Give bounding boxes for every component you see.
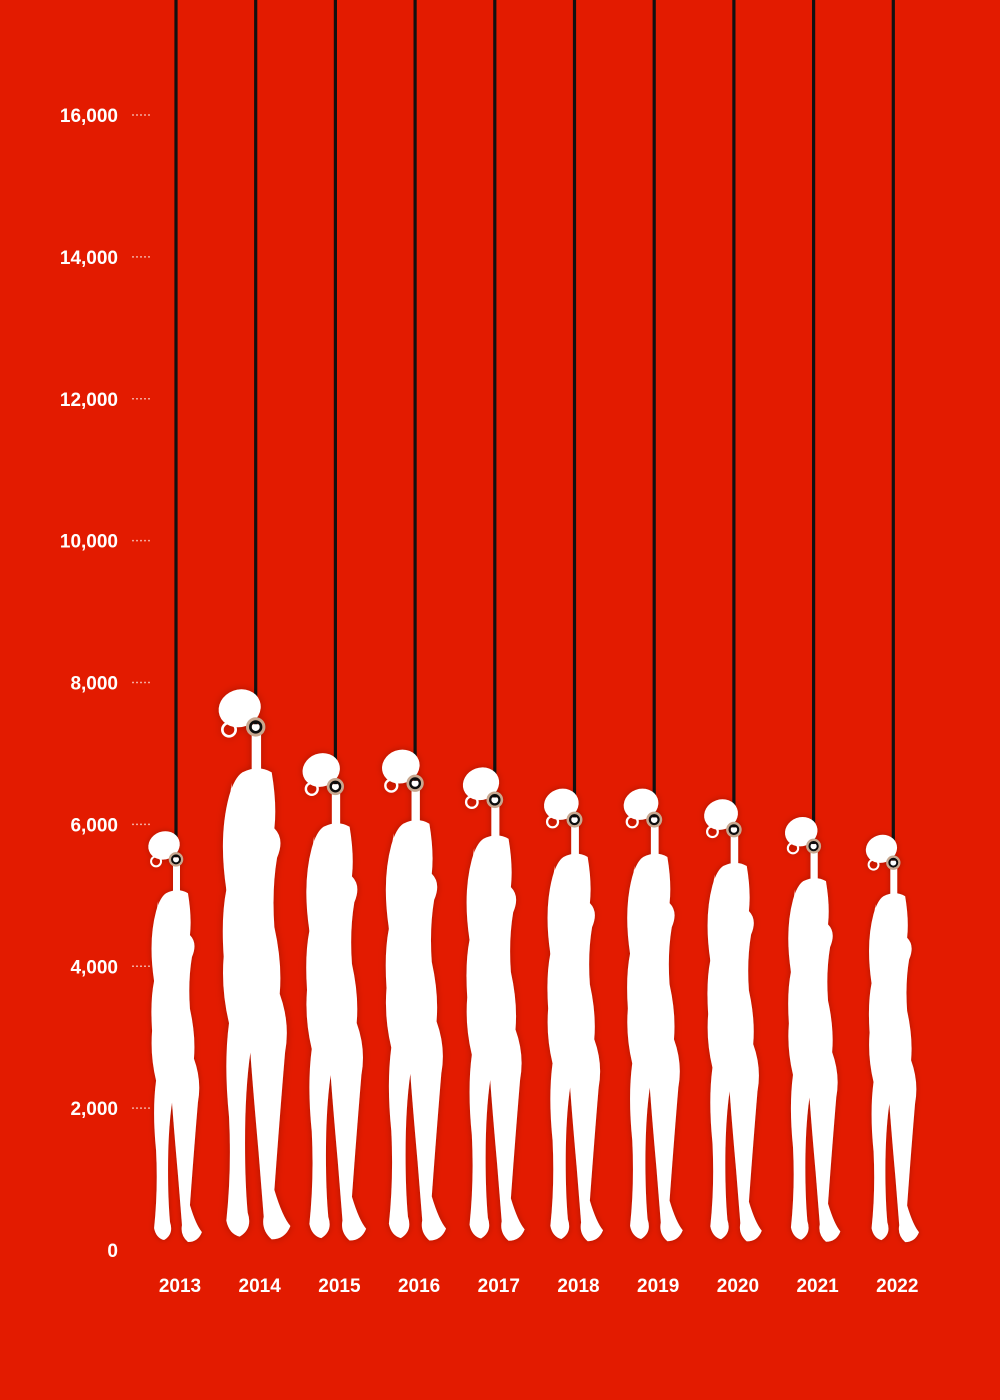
hanging-figure-mark xyxy=(623,0,683,1242)
y-tick-label: 6,000 xyxy=(70,815,118,836)
noose-icon xyxy=(646,811,663,828)
y-tick-label: 8,000 xyxy=(70,674,118,695)
x-tick-label: 2013 xyxy=(159,1276,201,1297)
noose-icon xyxy=(566,811,583,828)
y-axis: 0 2,000 4,000 6,000 8,000 10,000 12,000 14,000 1… xyxy=(60,106,150,1262)
figures xyxy=(148,0,919,1243)
x-tick-label: 2018 xyxy=(557,1276,599,1297)
x-tick-label: 2016 xyxy=(398,1276,440,1297)
figure-silhouette xyxy=(302,753,367,1241)
figure-silhouette xyxy=(462,767,525,1241)
hanging-figure-mark xyxy=(865,0,919,1243)
noose-icon xyxy=(406,774,424,792)
figure-silhouette xyxy=(865,834,919,1243)
hanging-figure-mark xyxy=(544,0,604,1242)
figure-silhouette xyxy=(704,799,762,1242)
hanging-figure-mark xyxy=(784,0,841,1242)
figure-silhouette xyxy=(148,831,202,1243)
x-tick-label: 2019 xyxy=(637,1276,679,1297)
noose-icon xyxy=(326,777,344,796)
y-tick-label: 0 xyxy=(107,1241,118,1262)
x-tick-label: 2020 xyxy=(717,1276,759,1297)
figure-silhouette xyxy=(382,749,447,1241)
x-tick-label: 2015 xyxy=(318,1276,361,1297)
hanging-figure-mark xyxy=(148,0,202,1243)
noose-icon xyxy=(168,852,184,867)
y-tick-label: 16,000 xyxy=(60,106,118,127)
y-tick-label: 2,000 xyxy=(70,1099,118,1120)
figure-silhouette xyxy=(784,817,841,1242)
figure-silhouette xyxy=(218,689,291,1240)
y-tick-label: 14,000 xyxy=(60,248,118,269)
figure-silhouette xyxy=(544,788,604,1242)
hanging-figure-mark xyxy=(704,0,762,1242)
hanging-figure-mark xyxy=(382,0,447,1241)
noose-icon xyxy=(806,838,822,854)
y-tick-label: 12,000 xyxy=(60,390,118,411)
y-tick-label: 4,000 xyxy=(70,957,118,978)
hanging-figure-mark xyxy=(302,0,367,1241)
noose-icon xyxy=(486,791,504,809)
noose-icon xyxy=(726,821,742,838)
figure-silhouette xyxy=(623,788,683,1242)
hanging-figure-mark xyxy=(462,0,525,1241)
y-tick-label: 10,000 xyxy=(60,532,118,553)
x-tick-label: 2022 xyxy=(876,1276,918,1297)
noose-icon xyxy=(246,717,266,737)
hanging-figure-mark xyxy=(218,0,291,1240)
x-tick-label: 2017 xyxy=(478,1276,520,1297)
x-tick-label: 2021 xyxy=(796,1276,839,1297)
x-axis: 2013 2014 2015 2016 2017 2018 2019 2020 2021 2022 xyxy=(159,1276,919,1297)
noose-icon xyxy=(886,855,901,870)
x-tick-label: 2014 xyxy=(239,1276,282,1297)
